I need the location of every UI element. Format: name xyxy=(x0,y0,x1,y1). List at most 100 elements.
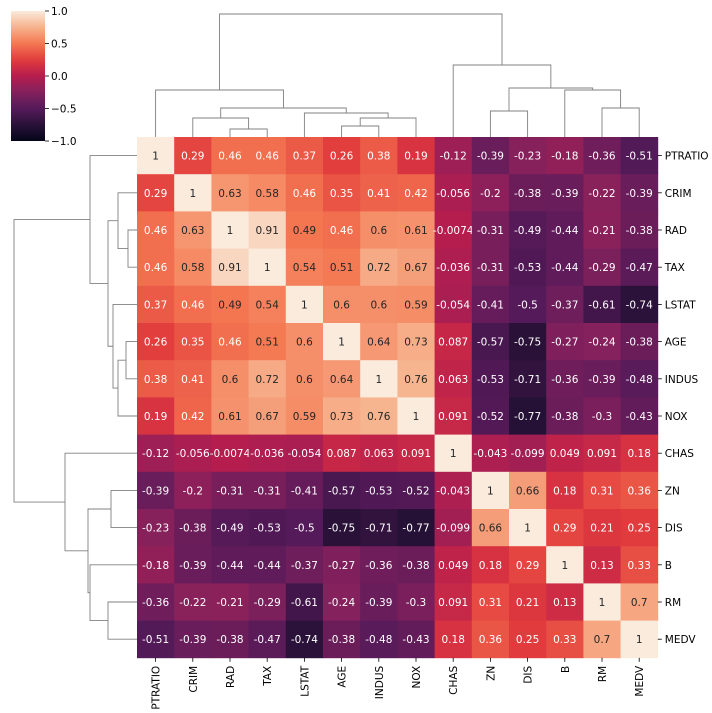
heatmap-cell xyxy=(471,583,510,621)
cell-annotation: -0.47 xyxy=(254,634,281,646)
cell-annotation: -0.51 xyxy=(626,151,653,163)
heatmap-cell xyxy=(174,248,212,287)
heatmap-cell xyxy=(137,360,175,398)
heatmap-cell xyxy=(248,509,287,547)
cell-annotation: 1 xyxy=(264,262,271,274)
colorbar-tick-label: −1.0 xyxy=(51,136,77,148)
cell-annotation: -0.75 xyxy=(328,523,355,535)
cell-annotation: 1 xyxy=(524,523,531,535)
cell-annotation: -0.43 xyxy=(626,411,653,423)
cell-annotation: 0.49 xyxy=(293,225,316,237)
row-tick-label: TAX xyxy=(664,262,685,274)
heatmap-cell xyxy=(509,620,547,659)
heatmap-cell xyxy=(248,285,287,324)
row-tick-label: PTRATIO xyxy=(665,151,709,163)
cell-annotation: 0.25 xyxy=(628,523,651,535)
cell-annotation: -0.38 xyxy=(216,634,243,646)
heatmap-cell xyxy=(434,211,473,249)
cell-annotation: 0.35 xyxy=(330,188,353,200)
cell-annotation: -0.57 xyxy=(477,337,504,349)
col-tick-label: TAX xyxy=(262,666,274,687)
cell-annotation: 0.29 xyxy=(144,188,167,200)
cell-annotation: 0.26 xyxy=(330,151,354,163)
cell-annotation: -0.53 xyxy=(365,485,392,497)
cell-annotation: 0.13 xyxy=(553,597,576,609)
cell-annotation: 0.76 xyxy=(404,374,428,386)
heatmap-cell xyxy=(211,174,249,212)
cell-annotation: -0.37 xyxy=(291,560,318,572)
dendrogram-link xyxy=(564,89,622,137)
cell-annotation: -0.5 xyxy=(517,299,538,311)
cell-annotation: 0.73 xyxy=(404,337,427,349)
heatmap-cell xyxy=(583,583,621,621)
cell-annotation: -0.41 xyxy=(291,485,318,497)
cell-annotation: 0.37 xyxy=(293,151,316,163)
cell-annotation: 0.6 xyxy=(333,299,350,311)
heatmap-cell xyxy=(509,137,547,175)
cell-annotation: 0.54 xyxy=(256,299,280,311)
heatmap-cell xyxy=(248,323,287,361)
cell-annotation: -0.53 xyxy=(514,262,541,274)
dendrogram-link xyxy=(107,601,137,640)
heatmap-cell xyxy=(137,137,175,175)
col-tick-label: RM xyxy=(597,666,609,682)
heatmap-cell xyxy=(360,211,398,249)
heatmap-cell xyxy=(434,360,473,398)
cell-annotation: 1 xyxy=(561,560,568,572)
heatmap-cell xyxy=(434,174,473,212)
cell-annotation: 0.59 xyxy=(404,299,427,311)
heatmap-cell xyxy=(285,137,324,175)
cell-annotation: -0.39 xyxy=(477,151,504,163)
cell-annotation: -0.39 xyxy=(179,560,206,572)
cell-annotation: -0.44 xyxy=(551,262,578,274)
heatmap-cell xyxy=(620,174,659,212)
heatmap-cell xyxy=(546,211,584,249)
cell-annotation: 0.091 xyxy=(401,448,431,460)
cell-annotation: -0.48 xyxy=(626,374,653,386)
heatmap-cell xyxy=(546,174,584,212)
cell-annotation: 0.67 xyxy=(404,262,427,274)
colorbar-tick-label: 0.0 xyxy=(51,71,68,83)
cell-annotation: 0.64 xyxy=(330,374,354,386)
heatmap-cell xyxy=(174,137,212,175)
cell-annotation: 1 xyxy=(301,299,308,311)
heatmap-cell xyxy=(509,323,547,361)
cell-annotation: 0.19 xyxy=(144,411,167,423)
heatmap-cell xyxy=(323,434,361,473)
cell-annotation: 1 xyxy=(189,188,196,200)
cell-annotation: -0.036 xyxy=(250,448,284,460)
heatmap-cell xyxy=(509,471,547,510)
heatmap-cell xyxy=(397,360,435,398)
row-tick-label: B xyxy=(665,560,672,572)
heatmap-cell xyxy=(285,285,324,324)
heatmap-cell xyxy=(285,174,324,212)
heatmap-cell xyxy=(620,397,659,435)
heatmap-cell xyxy=(471,174,510,212)
cell-annotation: 0.42 xyxy=(404,188,427,200)
heatmap-cell xyxy=(137,397,175,435)
cell-annotation: 0.35 xyxy=(181,337,204,349)
heatmap-cell xyxy=(323,397,361,435)
heatmap-cell xyxy=(360,509,398,547)
cell-annotation: -0.24 xyxy=(588,337,615,349)
heatmap-cell xyxy=(211,434,249,473)
heatmap-cell xyxy=(323,509,361,547)
column-tick-labels: PTRATIO CRIM RAD TAX LSTAT AGE INDUS NOX CHAS ZN D… xyxy=(151,657,646,710)
heatmap-cell xyxy=(509,434,547,473)
dendrogram-link xyxy=(508,87,594,111)
cell-annotation: -0.44 xyxy=(254,560,281,572)
cell-annotation: -0.31 xyxy=(477,225,504,237)
cell-annotation: -0.23 xyxy=(142,523,169,535)
heatmap-cell xyxy=(583,211,621,249)
heatmap-cell xyxy=(174,285,212,324)
heatmap-cell xyxy=(620,211,659,249)
heatmap-cell xyxy=(137,248,175,287)
cell-annotation: 0.46 xyxy=(293,188,317,200)
cell-annotation: 0.13 xyxy=(590,560,613,572)
row-tick-label: CRIM xyxy=(665,188,692,200)
cell-annotation: 0.46 xyxy=(181,299,205,311)
heatmap-cell xyxy=(397,471,435,510)
heatmap-cell xyxy=(174,509,212,547)
heatmap-cell xyxy=(397,434,435,473)
colorbar-gradient xyxy=(11,11,45,141)
